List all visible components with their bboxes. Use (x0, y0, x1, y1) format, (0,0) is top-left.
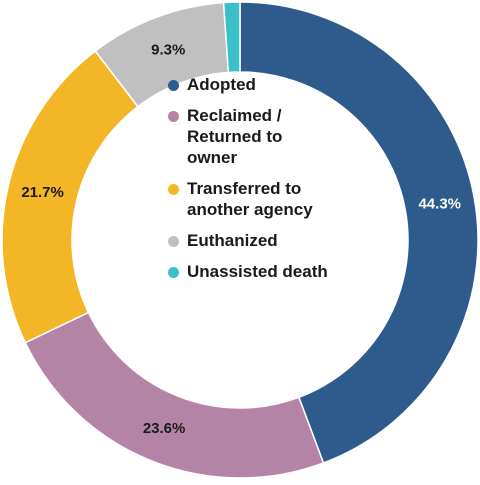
legend-swatch-reclaimed (168, 111, 179, 122)
chart-legend: Adopted Reclaimed / Returned to owner Tr… (168, 74, 368, 292)
legend-item-adopted: Adopted (168, 74, 368, 95)
legend-label-transferred: Transferred to another agency (187, 179, 313, 219)
data-label-adopted: 44.3% (418, 195, 461, 212)
donut-slice-unassisted-death (222, 1, 241, 74)
legend-swatch-unassisted-death (168, 267, 179, 278)
legend-item-unassisted-death: Unassisted death (168, 261, 368, 282)
legend-label-adopted: Adopted (187, 75, 256, 94)
data-label-reclaimed: 23.6% (143, 420, 186, 437)
data-label-transferred: 21.7% (21, 184, 64, 201)
donut-slice-adopted (239, 1, 479, 464)
legend-label-reclaimed: Reclaimed / Returned to owner (187, 106, 283, 167)
legend-label-unassisted-death: Unassisted death (187, 262, 328, 281)
legend-item-euthanized: Euthanized (168, 230, 368, 251)
legend-item-transferred: Transferred to another agency (168, 178, 368, 220)
legend-swatch-euthanized (168, 236, 179, 247)
data-label-euthanized: 9.3% (151, 42, 185, 59)
legend-item-reclaimed: Reclaimed / Returned to owner (168, 105, 368, 168)
legend-label-euthanized: Euthanized (187, 231, 278, 250)
donut-slice-reclaimed (24, 311, 325, 479)
legend-swatch-transferred (168, 184, 179, 195)
legend-swatch-adopted (168, 80, 179, 91)
